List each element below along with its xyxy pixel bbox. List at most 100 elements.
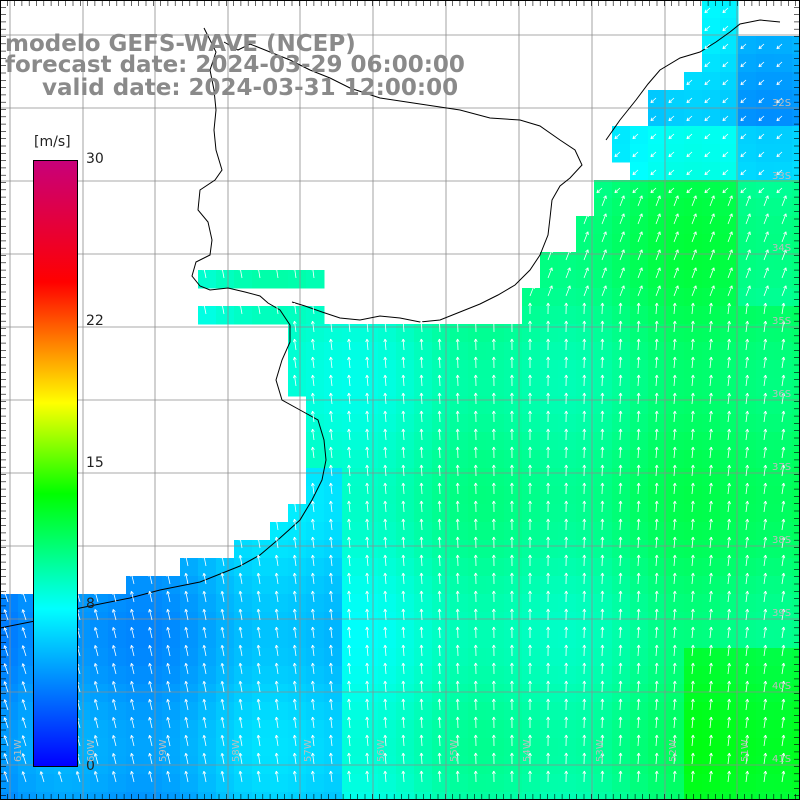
wind-speed-cell xyxy=(324,774,343,793)
wind-speed-cell xyxy=(612,738,631,757)
wind-arrow-icon xyxy=(691,213,697,225)
wind-speed-cell xyxy=(324,738,343,757)
wind-arrow-icon xyxy=(311,356,315,369)
wind-arrow-icon xyxy=(510,446,514,459)
wind-speed-cell xyxy=(414,414,433,433)
wind-speed-cell xyxy=(324,594,343,613)
wind-speed-cell xyxy=(234,720,253,739)
wind-speed-cell xyxy=(738,306,757,325)
wind-arrow-icon xyxy=(668,133,675,140)
wind-arrow-icon xyxy=(437,428,442,441)
wind-arrow-icon xyxy=(763,392,768,405)
wind-arrow-icon xyxy=(3,591,9,603)
wind-arrow-icon xyxy=(781,392,786,405)
wind-speed-cell xyxy=(720,234,739,253)
wind-speed-cell xyxy=(288,792,307,800)
wind-speed-cell xyxy=(90,684,109,703)
wind-arrow-icon xyxy=(238,626,243,639)
wind-arrow-icon xyxy=(636,590,641,603)
wind-speed-cell xyxy=(792,738,800,757)
wind-speed-cell xyxy=(774,162,793,181)
wind-arrow-icon xyxy=(727,428,731,441)
wind-speed-cell xyxy=(792,558,800,577)
wind-speed-cell xyxy=(216,648,235,667)
wind-speed-cell xyxy=(504,486,523,505)
wind-speed-cell xyxy=(774,72,793,91)
wind-arrow-icon xyxy=(618,662,623,675)
wind-arrow-icon xyxy=(491,626,496,639)
wind-arrow-icon xyxy=(654,590,659,603)
wind-speed-cell xyxy=(396,720,415,739)
wind-speed-cell xyxy=(576,774,595,793)
wind-speed-cell xyxy=(306,612,325,631)
wind-speed-cell xyxy=(720,630,739,649)
wind-arrow-icon xyxy=(564,680,569,693)
wind-arrow-icon xyxy=(473,608,478,621)
wind-speed-cell xyxy=(648,540,667,559)
latitude-label: 38S xyxy=(772,535,792,546)
wind-arrow-icon xyxy=(311,266,315,279)
wind-speed-cell xyxy=(630,432,649,451)
wind-arrow-icon xyxy=(365,590,370,603)
wind-speed-cell xyxy=(198,684,217,703)
wind-speed-cell xyxy=(450,576,469,595)
wind-speed-cell xyxy=(594,216,613,235)
wind-arrow-icon xyxy=(763,249,769,261)
wind-speed-cell xyxy=(522,342,541,361)
wind-arrow-icon xyxy=(636,356,641,369)
wind-speed-cell xyxy=(180,648,199,667)
wind-speed-cell xyxy=(342,576,361,595)
wind-speed-cell xyxy=(738,360,757,379)
wind-arrow-icon xyxy=(654,446,659,459)
wind-arrow-icon xyxy=(636,320,641,333)
wind-speed-cell xyxy=(432,450,451,469)
wind-arrow-icon xyxy=(727,249,733,261)
wind-arrow-icon xyxy=(112,591,117,603)
wind-speed-cell xyxy=(756,72,775,91)
wind-speed-cell xyxy=(666,198,685,217)
wind-arrow-icon xyxy=(636,410,641,423)
wind-arrow-icon xyxy=(256,590,261,603)
wind-speed-cell xyxy=(198,792,217,800)
wind-speed-cell xyxy=(126,576,145,595)
wind-arrow-icon xyxy=(455,500,460,513)
wind-speed-cell xyxy=(342,468,361,487)
wind-speed-cell xyxy=(792,522,800,541)
wind-arrow-icon xyxy=(763,356,768,369)
wind-arrow-icon xyxy=(329,734,333,747)
wind-speed-cell xyxy=(144,684,163,703)
wind-speed-cell xyxy=(612,630,631,649)
wind-arrow-icon xyxy=(365,644,370,657)
wind-arrow-icon xyxy=(347,410,351,423)
wind-arrow-icon xyxy=(311,518,315,531)
wind-arrow-icon xyxy=(763,752,768,765)
wind-speed-cell xyxy=(774,288,793,307)
wind-arrow-icon xyxy=(722,133,729,140)
wind-speed-cell xyxy=(738,450,757,469)
wind-arrow-icon xyxy=(329,464,333,477)
wind-speed-cell xyxy=(648,702,667,721)
wind-arrow-icon xyxy=(763,213,769,225)
wind-arrow-icon xyxy=(491,590,496,603)
wind-speed-cell xyxy=(522,702,541,721)
wind-speed-cell xyxy=(576,306,595,325)
wind-arrow-icon xyxy=(600,734,605,747)
wind-speed-cell xyxy=(360,738,379,757)
wind-speed-cell xyxy=(630,396,649,415)
wind-arrow-icon xyxy=(618,464,623,477)
wind-arrow-icon xyxy=(632,151,639,158)
wind-speed-cell xyxy=(414,648,433,667)
wind-speed-cell xyxy=(648,306,667,325)
wind-speed-cell xyxy=(540,774,559,793)
wind-arrow-icon xyxy=(690,410,695,423)
wind-arrow-icon xyxy=(690,446,695,459)
wind-arrow-icon xyxy=(401,536,406,549)
wind-arrow-icon xyxy=(93,681,99,693)
wind-speed-cell xyxy=(522,540,541,559)
wind-speed-cell xyxy=(576,594,595,613)
wind-speed-cell xyxy=(324,342,343,361)
wind-speed-cell xyxy=(432,684,451,703)
wind-speed-cell xyxy=(738,648,757,667)
wind-arrow-icon xyxy=(722,61,729,68)
wind-arrow-icon xyxy=(365,554,370,567)
